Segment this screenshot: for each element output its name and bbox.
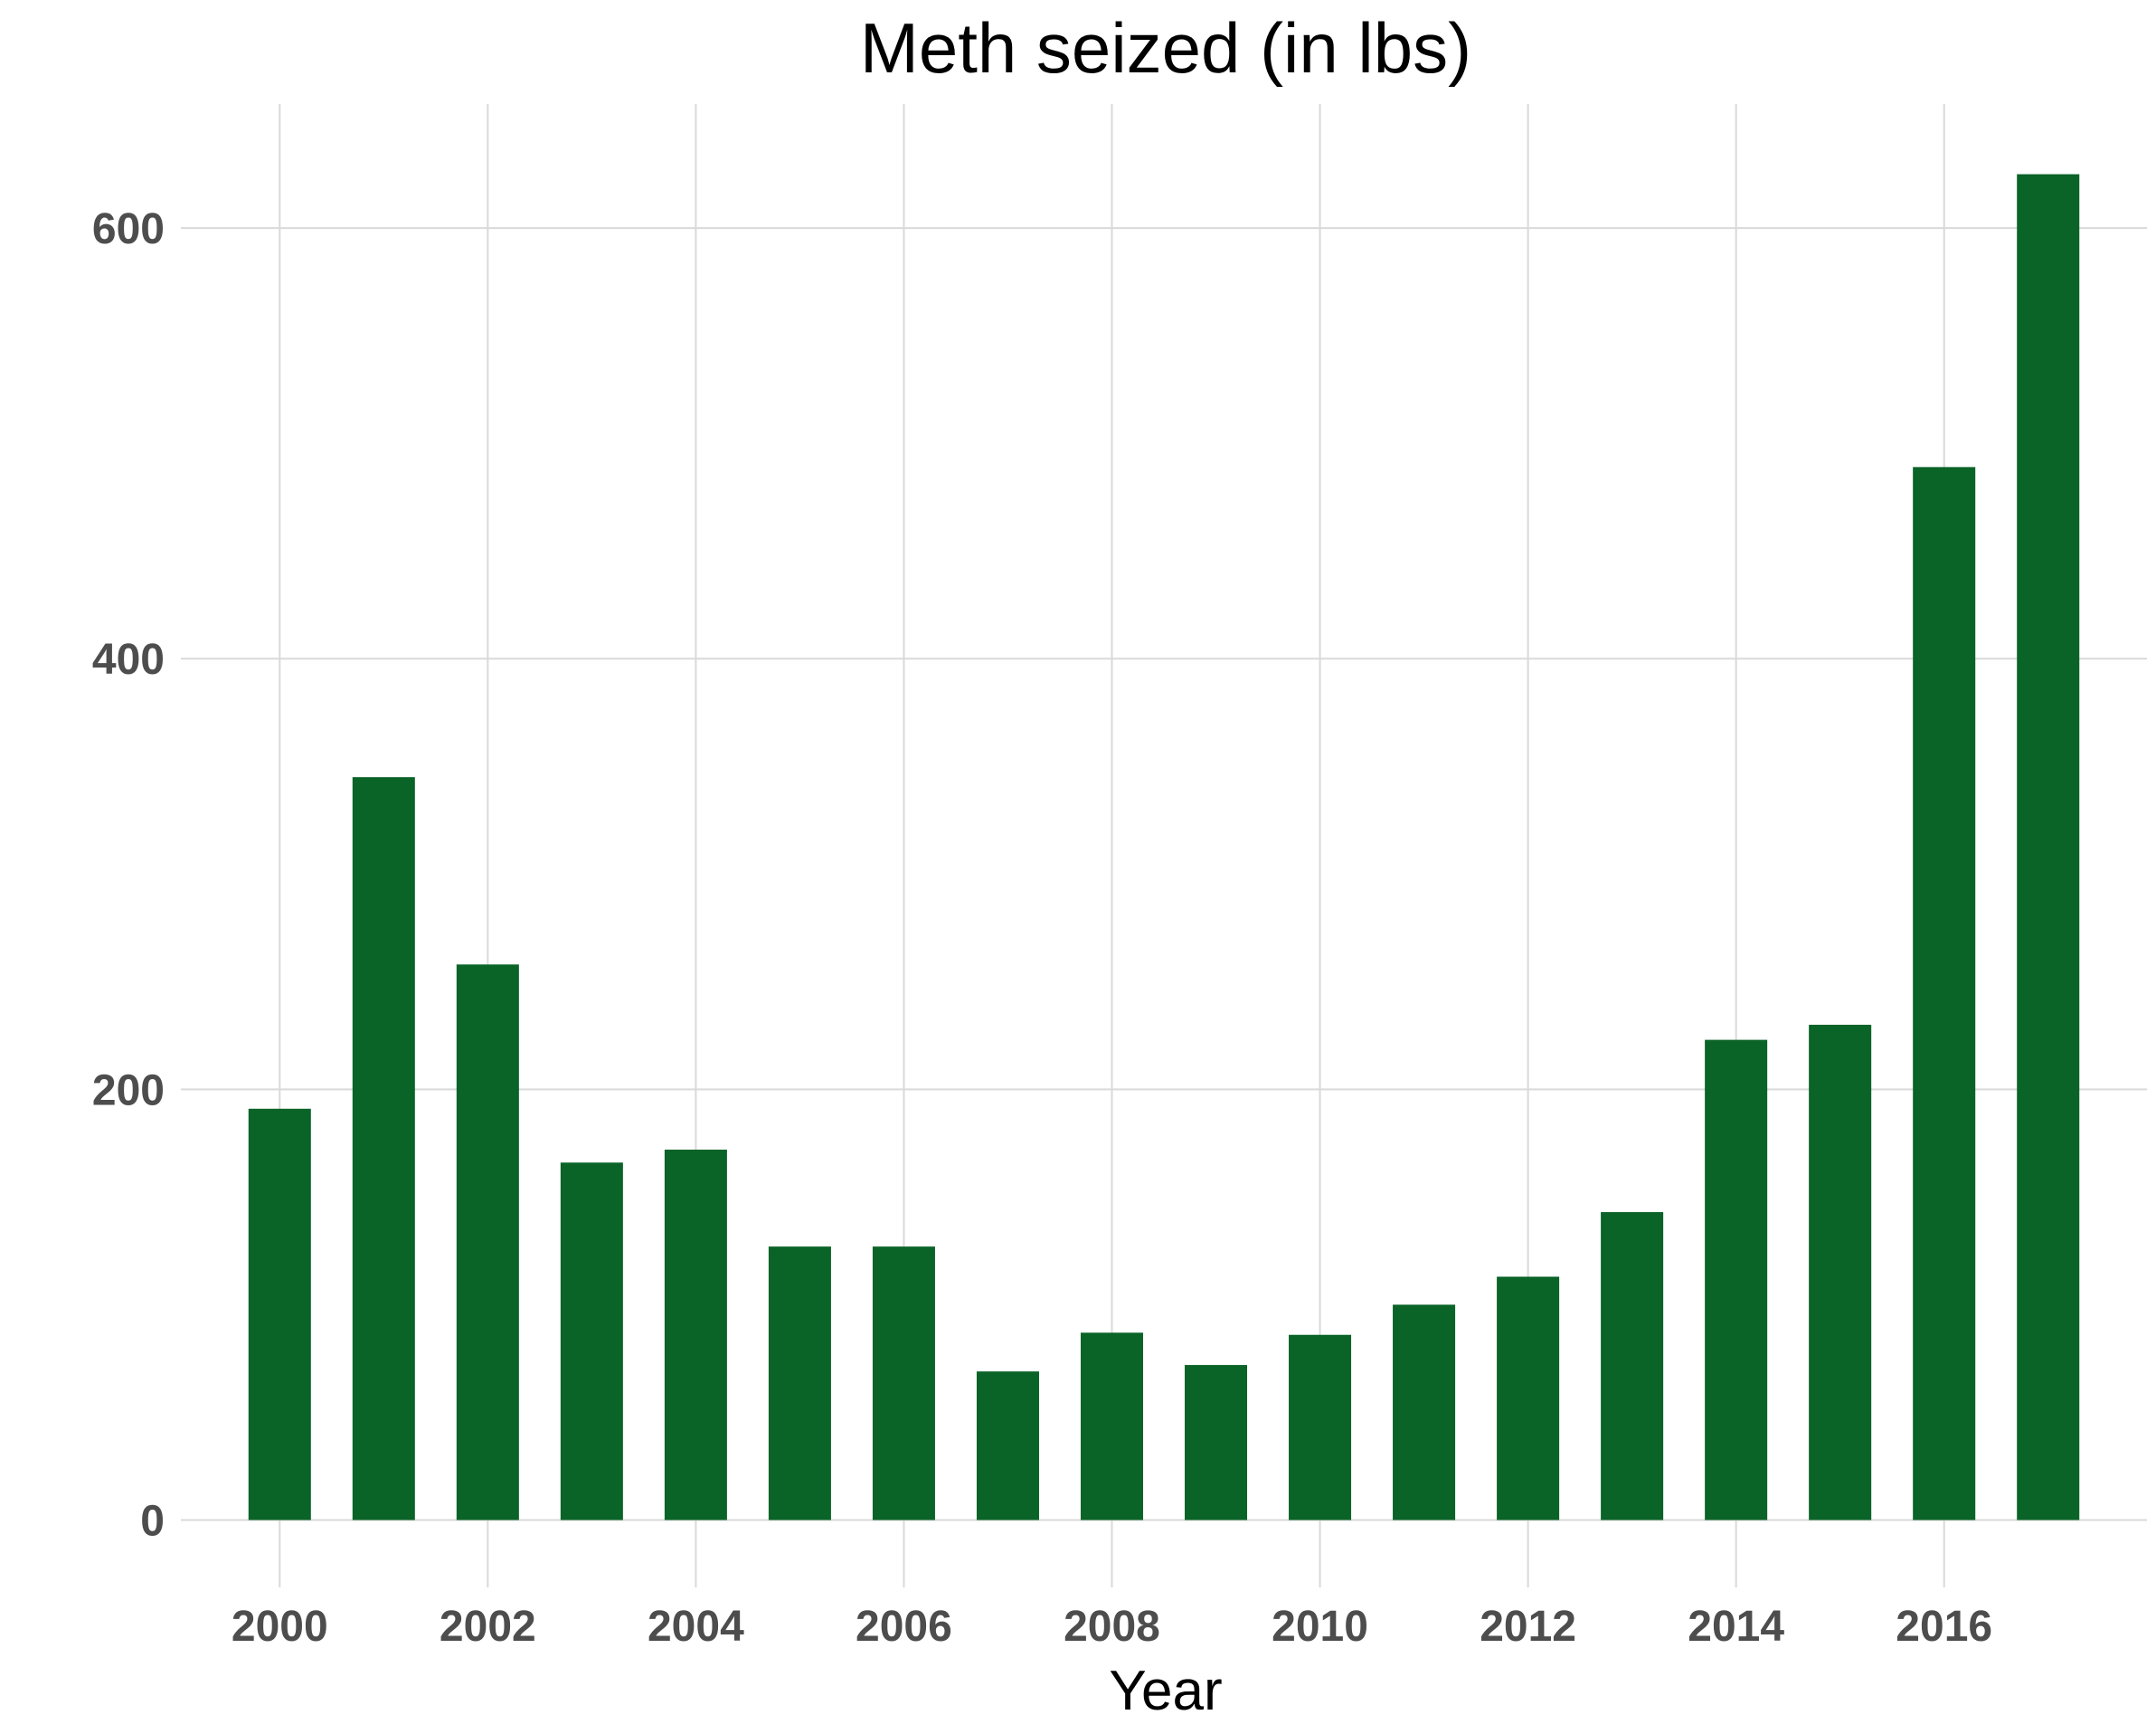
bar-2010 (1289, 1334, 1352, 1520)
x-tick-label: 2000 (232, 1603, 328, 1651)
bar-2006 (872, 1246, 935, 1520)
bars (248, 174, 2080, 1520)
y-tick-label: 600 (92, 205, 165, 253)
bar-2017 (2017, 174, 2080, 1520)
bar-2004 (664, 1150, 727, 1520)
bar-2007 (976, 1371, 1039, 1520)
bar-2011 (1393, 1304, 1456, 1520)
bar-2005 (768, 1246, 831, 1520)
bar-2014 (1705, 1039, 1768, 1520)
x-tick-label: 2002 (440, 1603, 536, 1651)
x-tick-label: 2008 (1064, 1603, 1160, 1651)
bar-2009 (1185, 1365, 1248, 1520)
x-tick-label: 2006 (856, 1603, 952, 1651)
x-axis-title: Year (1109, 1660, 1222, 1722)
x-tick-label: 2010 (1272, 1603, 1368, 1651)
y-axis-ticks: 0 200 400 600 (92, 205, 165, 1545)
bar-2001 (352, 777, 415, 1520)
x-tick-label: 2004 (648, 1603, 744, 1651)
x-tick-label: 2016 (1896, 1603, 1992, 1651)
bar-2003 (560, 1162, 623, 1520)
chart-title: Meth seized (in lbs) (860, 8, 1471, 88)
bar-2002 (456, 964, 519, 1520)
bar-2008 (1080, 1332, 1143, 1520)
y-tick-label: 0 (140, 1497, 165, 1545)
bar-2012 (1497, 1276, 1560, 1520)
y-tick-label: 200 (92, 1066, 165, 1114)
x-tick-label: 2014 (1688, 1603, 1784, 1651)
x-axis-ticks: 2000 2002 2004 2006 2008 2010 2012 2014 2016 (232, 1603, 1992, 1651)
y-tick-label: 400 (92, 636, 165, 684)
bar-2015 (1809, 1024, 1872, 1520)
x-tick-label: 2012 (1480, 1603, 1576, 1651)
bar-2016 (1913, 467, 1976, 1520)
bar-2013 (1601, 1212, 1664, 1520)
bar-2000 (248, 1108, 311, 1520)
